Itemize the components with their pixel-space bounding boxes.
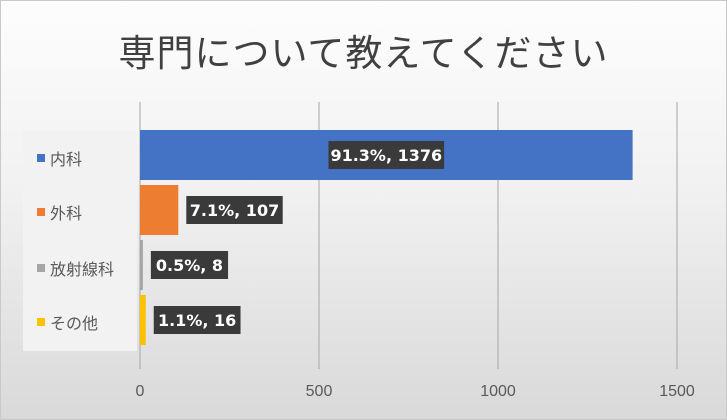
data-label-2: 0.5%, 8 <box>150 251 229 279</box>
bar-3 <box>140 295 146 345</box>
data-label-text-0: 91.3%, 1376 <box>330 146 442 165</box>
legend-swatch-1 <box>37 208 45 216</box>
data-label-text-1: 7.1%, 107 <box>190 201 279 220</box>
legend-item-0: 内科 <box>37 146 82 170</box>
legend-swatch-3 <box>37 318 45 326</box>
bar-1 <box>140 185 179 235</box>
bar-2 <box>140 240 143 290</box>
legend-item-1: 外科 <box>37 200 82 224</box>
data-label-bg-3 <box>153 306 241 334</box>
legend-label-1: 外科 <box>50 204 83 223</box>
legend-label-2: 放射線科 <box>50 260 115 279</box>
data-label-1: 7.1%, 107 <box>186 196 283 224</box>
x-tick-label-0: 0 <box>136 383 145 400</box>
data-label-bg-1 <box>186 196 283 224</box>
legend-label-3: その他 <box>50 314 99 333</box>
legend-swatch-2 <box>37 264 45 272</box>
legend-item-3: その他 <box>37 310 98 334</box>
x-tick-label-2: 1000 <box>480 383 516 400</box>
legend: 内科 外科 放射線科 その他 <box>23 130 137 351</box>
data-label-bg-2 <box>150 251 229 279</box>
x-tick-label-1: 500 <box>306 383 333 400</box>
legend-label-0: 内科 <box>50 150 83 169</box>
data-label-text-2: 0.5%, 8 <box>156 256 223 275</box>
data-label-0: 91.3%, 1376 <box>328 141 445 169</box>
legend-item-2: 放射線科 <box>37 256 114 280</box>
data-label-text-3: 1.1%, 16 <box>158 311 236 330</box>
data-label-3: 1.1%, 16 <box>153 306 241 334</box>
data-label-bg-0 <box>328 141 445 169</box>
legend-swatch-0 <box>37 154 45 162</box>
x-tick-label-3: 1500 <box>659 383 695 400</box>
chart-title: 専門について教えてください <box>118 32 609 75</box>
